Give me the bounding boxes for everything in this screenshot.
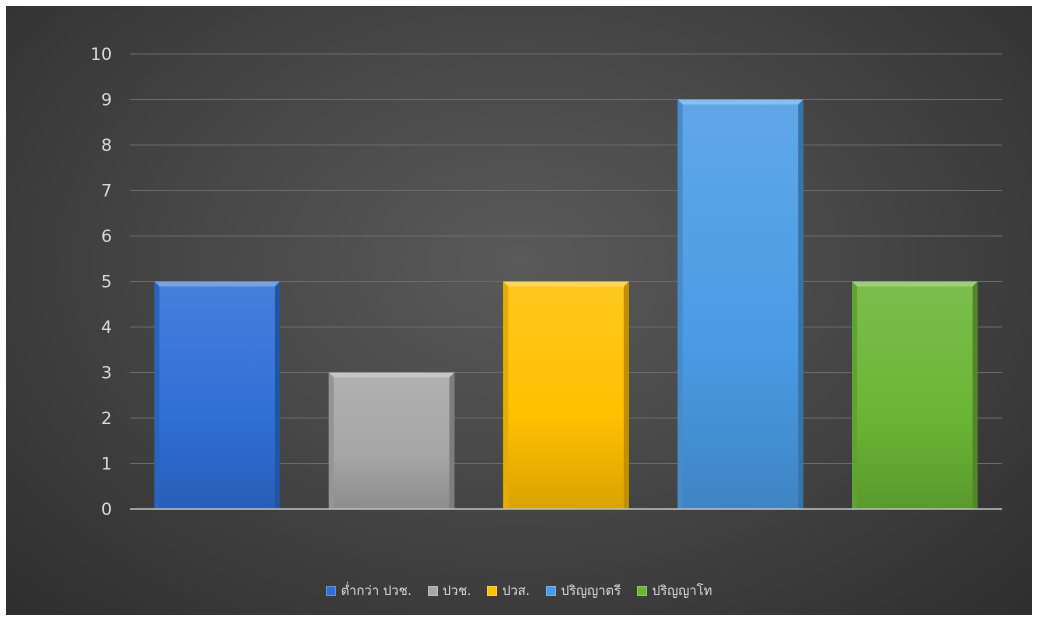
bar-bevel-top	[154, 281, 280, 287]
chart-frame: 0 1 2 3 4 5 6 7 8 9 10 ต่ำกว่า ปวช. ปวช. ปวส. ปริญญาต…	[6, 6, 1032, 615]
legend-label: ปวช.	[442, 584, 472, 599]
y-tick-label: 4	[101, 318, 112, 338]
bar-group	[852, 281, 978, 509]
legend: ต่ำกว่า ปวช. ปวช. ปวส. ปริญญาตรี ปริญญาโท	[6, 580, 1032, 601]
bar-bevel-left	[154, 281, 160, 509]
bar-bevel-left	[328, 372, 334, 509]
y-tick-label: 10	[90, 45, 112, 65]
legend-swatch	[636, 585, 647, 596]
legend-swatch	[545, 585, 556, 596]
y-tick-label: 8	[101, 136, 112, 156]
bar-bevel-right	[972, 281, 978, 509]
legend-swatch	[325, 585, 336, 596]
bar	[852, 281, 978, 509]
bar	[328, 372, 455, 509]
y-tick-label: 5	[101, 273, 112, 293]
bar-bevel-left	[503, 281, 509, 509]
bar-bevel-top	[328, 372, 455, 378]
legend-item: ปริญญาตรี	[545, 580, 621, 601]
bar-bevel-top	[852, 281, 978, 287]
bar-bevel-right	[798, 99, 804, 509]
bar-bevel-left	[852, 281, 858, 509]
legend-swatch	[427, 585, 438, 596]
bar-bevel-left	[677, 99, 683, 509]
legend-item: ปริญญาโท	[636, 580, 713, 601]
bar-group	[154, 281, 280, 509]
y-tick-label: 1	[101, 455, 112, 475]
bar-chart: 0 1 2 3 4 5 6 7 8 9 10	[90, 45, 1002, 520]
legend-label: ปวส.	[502, 584, 530, 599]
bar	[154, 281, 280, 509]
bar-bevel-right	[274, 281, 280, 509]
y-tick-label: 9	[101, 91, 112, 111]
legend-swatch	[487, 585, 498, 596]
bar-group	[677, 99, 804, 509]
bars	[154, 99, 978, 509]
bar-bevel-top	[677, 99, 804, 105]
bar-bevel-top	[503, 281, 629, 287]
legend-label: ต่ำกว่า ปวช.	[340, 584, 412, 599]
y-tick-label: 2	[101, 409, 112, 429]
legend-label: ปริญญาตรี	[560, 584, 621, 599]
y-tick-label: 0	[101, 500, 112, 520]
legend-label: ปริญญาโท	[651, 584, 713, 599]
y-tick-label: 6	[101, 227, 112, 247]
y-tick-label: 7	[101, 182, 112, 202]
bar-bevel-right	[623, 281, 629, 509]
y-tick-label: 3	[101, 364, 112, 384]
y-axis-tick-labels: 0 1 2 3 4 5 6 7 8 9 10	[90, 45, 112, 520]
bar-bevel-right	[449, 372, 455, 509]
legend-item: ปวช.	[427, 580, 472, 601]
legend-item: ปวส.	[487, 580, 530, 601]
legend-item: ต่ำกว่า ปวช.	[325, 580, 412, 601]
bar	[503, 281, 629, 509]
bar	[677, 99, 804, 509]
bar-group	[328, 372, 455, 509]
bar-group	[503, 281, 629, 509]
